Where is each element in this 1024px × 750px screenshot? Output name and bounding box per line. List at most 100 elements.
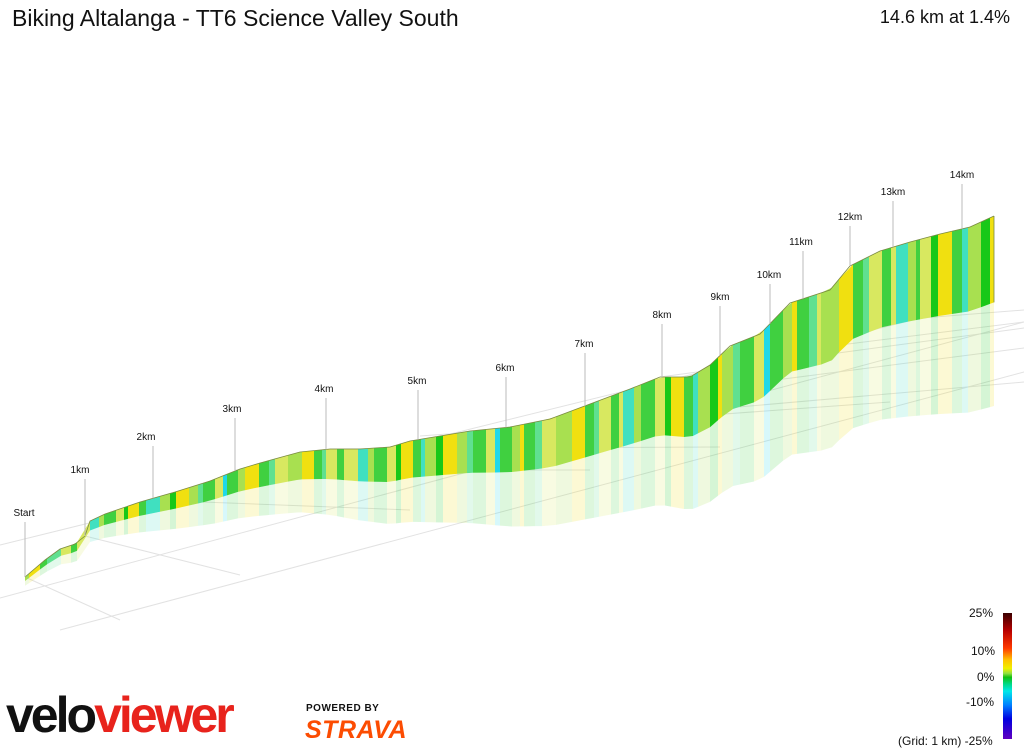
reflection-segment	[322, 478, 326, 515]
reflection-segment	[718, 416, 722, 496]
gradient-legend-bar	[1003, 613, 1012, 739]
profile-segment	[754, 329, 764, 403]
profile-segment	[832, 279, 839, 361]
km-marker-label: 14km	[950, 170, 974, 181]
reflection-segment	[176, 505, 189, 529]
reflection-segment	[413, 476, 421, 523]
reflection-segment	[535, 468, 542, 527]
legend-label-25: 25%	[969, 606, 994, 620]
reflection-segment	[671, 435, 684, 510]
reflection-segment	[425, 475, 436, 523]
reflection-segment	[817, 364, 821, 452]
km-marker-label: Start	[13, 508, 34, 519]
reflection-segment	[198, 502, 203, 526]
profile-segment	[710, 357, 718, 428]
reflection-segment	[520, 470, 524, 527]
reflection-segment	[486, 472, 495, 526]
profile-segment	[25, 573, 29, 581]
profile-segment	[599, 396, 611, 454]
profile-segment	[733, 342, 740, 409]
grid-note: (Grid: 1 km) -25%	[898, 734, 993, 748]
profile-segment	[344, 449, 358, 482]
reflection-segment	[634, 440, 641, 511]
reflection-segment	[599, 449, 611, 517]
profile-segment	[962, 227, 968, 313]
profile-segment	[425, 436, 436, 477]
profile-segment	[740, 336, 754, 407]
profile-segment	[931, 234, 938, 318]
profile-segment	[938, 231, 952, 317]
reflection-segment	[457, 473, 467, 523]
profile-segment	[572, 405, 585, 462]
reflection-segment	[698, 427, 710, 507]
reflection-segment	[401, 477, 413, 523]
km-marker-label: 8km	[653, 310, 672, 321]
route-summary: 14.6 km at 1.4%	[879, 7, 1010, 27]
reflection-segment	[809, 365, 817, 453]
profile-segment	[215, 475, 223, 500]
reflection-segment	[623, 443, 634, 513]
profile-segment	[368, 448, 374, 482]
reflection-segment	[61, 553, 71, 565]
reflection-segment	[495, 472, 500, 526]
reflection-segment	[962, 311, 968, 413]
profile-segment	[882, 247, 891, 328]
reflection-segment	[512, 471, 520, 527]
legend-label-10: 10%	[971, 644, 996, 658]
reflection-segment	[344, 480, 358, 521]
profile-segment	[259, 460, 269, 488]
reflection-segment	[358, 481, 368, 522]
reflection-segment	[990, 302, 994, 408]
profile-segment	[641, 379, 655, 441]
profile-segment	[512, 425, 520, 472]
reflection-segment	[556, 462, 566, 525]
profile-segment	[990, 216, 994, 304]
profile-segment	[792, 300, 797, 372]
reflection-segment	[542, 465, 556, 527]
powered-by-label: POWERED BY	[306, 703, 380, 714]
reflection-segment	[368, 481, 374, 523]
page-title: Biking Altalanga - TT6 Science Valley So…	[12, 5, 459, 31]
profile-segment	[203, 479, 215, 503]
profile-segment	[160, 493, 170, 512]
profile-segment	[104, 510, 116, 526]
km-marker-label: 6km	[496, 363, 515, 374]
reflection-segment	[124, 518, 128, 535]
profile-segment	[40, 558, 47, 570]
profile-segment	[863, 256, 869, 335]
reflection-segment	[297, 479, 302, 513]
reflection-segment	[500, 471, 512, 527]
reflection-segment	[754, 396, 764, 482]
reflection-segment	[968, 307, 981, 413]
km-marker-label: 5km	[408, 376, 427, 387]
profile-segment	[467, 430, 473, 474]
reflection-segment	[269, 484, 275, 515]
reflection-segment	[839, 338, 853, 441]
reflection-segment	[40, 564, 47, 576]
km-marker-label: 12km	[838, 212, 862, 223]
profile-segment	[684, 375, 693, 438]
reflection-segment	[938, 313, 952, 415]
reflection-segment	[740, 402, 754, 485]
reflection-segment	[473, 472, 486, 525]
profile-segment	[783, 302, 792, 379]
km-marker-label: 9km	[711, 292, 730, 303]
profile-segment	[869, 250, 882, 333]
km-marker-label: 3km	[223, 404, 242, 415]
reflection-segment	[421, 476, 425, 523]
reflection-segment	[227, 491, 238, 521]
reflection-segment	[594, 453, 599, 518]
reflection-segment	[853, 334, 863, 429]
profile-segment	[443, 433, 457, 476]
profile-segment	[671, 377, 684, 438]
reflection-segment	[869, 327, 882, 424]
reflection-segment	[619, 446, 623, 514]
reflection-segment	[25, 577, 29, 586]
profile-segment	[520, 424, 524, 472]
profile-segment	[634, 384, 641, 444]
reflection-segment	[792, 370, 797, 455]
reflection-segment	[891, 324, 896, 419]
reflection-segment	[275, 481, 288, 515]
reflection-segment	[47, 555, 61, 572]
reflection-segment	[863, 332, 869, 426]
